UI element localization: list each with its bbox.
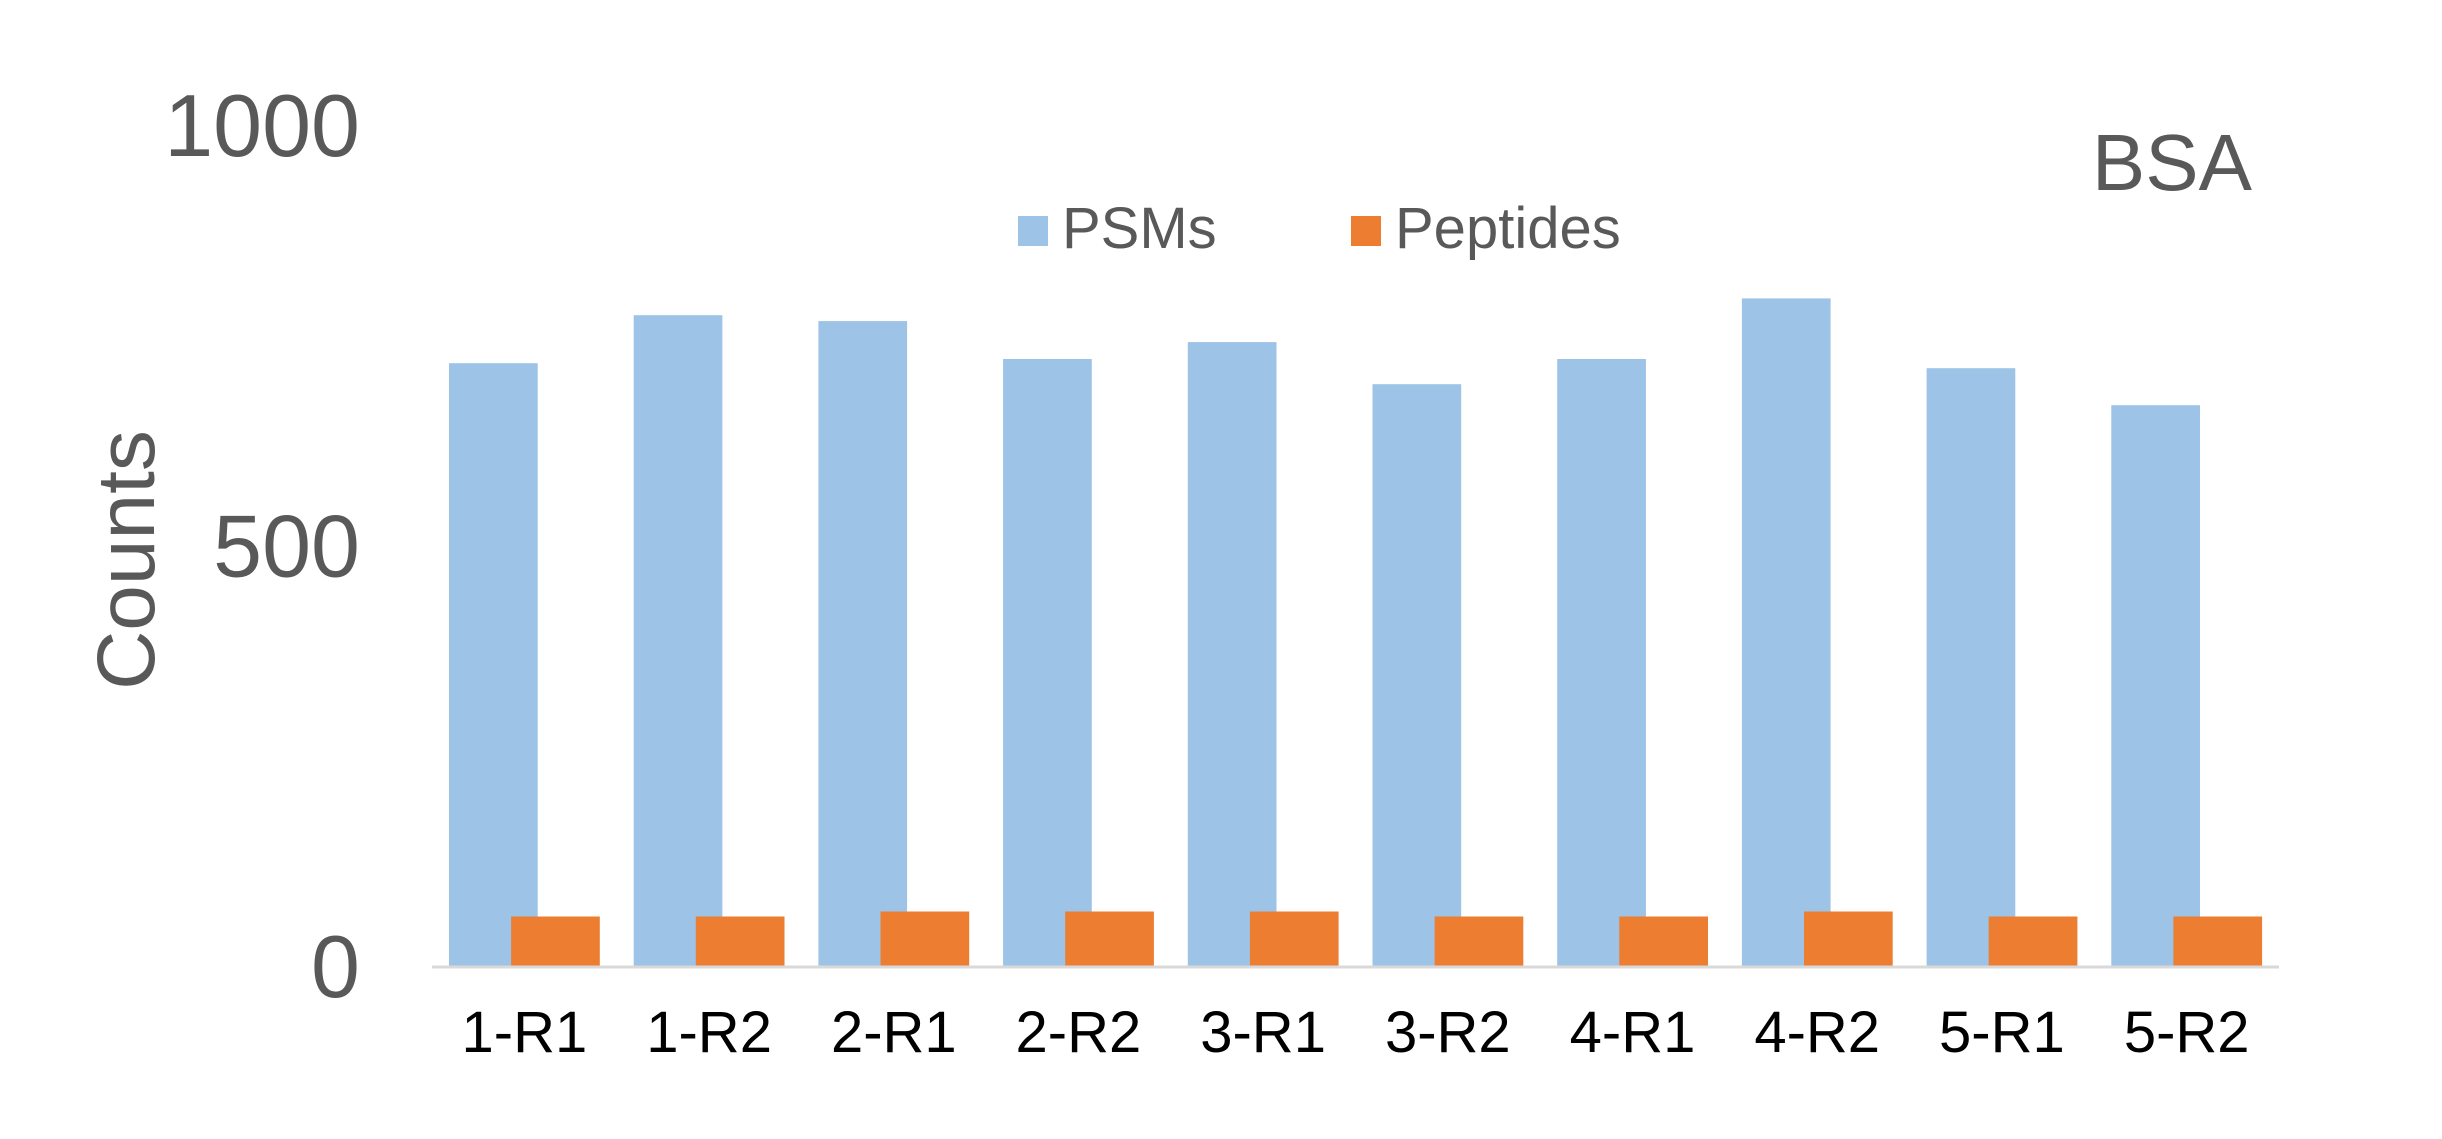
x-tick-label: 4-R1 bbox=[1570, 1000, 1696, 1065]
legend-label-psms: PSMs bbox=[1062, 196, 1217, 261]
bar-peptides-5-r2 bbox=[2173, 916, 2263, 967]
bar-psms-5-r1 bbox=[1926, 368, 2016, 967]
x-tick-label: 1-R2 bbox=[646, 1000, 772, 1065]
bar-peptides-1-r2 bbox=[695, 916, 785, 967]
bar-psms-2-r2 bbox=[1003, 359, 1092, 967]
x-tick-label: 5-R2 bbox=[2124, 1000, 2250, 1065]
y-tick-label: 500 bbox=[213, 497, 360, 596]
bar-peptides-2-r1 bbox=[880, 911, 970, 967]
x-tick-label: 1-R1 bbox=[462, 1000, 588, 1065]
bar-peptides-5-r1 bbox=[1988, 916, 2078, 967]
bar-psms-1-r1 bbox=[449, 363, 538, 967]
bars-group bbox=[449, 298, 2263, 968]
legend-swatch-psms bbox=[1018, 216, 1048, 246]
chart-annotation: BSA bbox=[2092, 118, 2253, 207]
bar-psms-5-r2 bbox=[2111, 405, 2200, 967]
bar-peptides-3-r1 bbox=[1249, 911, 1339, 967]
bar-peptides-4-r1 bbox=[1619, 916, 1708, 967]
bar-peptides-1-r1 bbox=[511, 916, 600, 967]
bar-psms-1-r2 bbox=[633, 315, 723, 967]
x-tick-label: 3-R1 bbox=[1200, 1000, 1326, 1065]
legend: PSMs Peptides bbox=[1018, 196, 1621, 261]
legend-swatch-peptides bbox=[1351, 216, 1381, 246]
bar-peptides-3-r2 bbox=[1434, 916, 1524, 967]
bar-psms-2-r1 bbox=[818, 321, 908, 968]
bar-psms-4-r2 bbox=[1741, 298, 1831, 967]
x-tick-label: 2-R1 bbox=[831, 1000, 957, 1065]
x-tick-label: 2-R2 bbox=[1016, 1000, 1142, 1065]
y-tick-label: 1000 bbox=[164, 76, 360, 175]
y-axis-ticks: 0 500 1000 bbox=[164, 76, 360, 1016]
y-axis-title: Counts bbox=[81, 430, 172, 690]
bar-psms-3-r1 bbox=[1187, 342, 1277, 968]
y-tick-label: 0 bbox=[311, 917, 360, 1016]
x-tick-label: 5-R1 bbox=[1939, 1000, 2065, 1065]
bar-peptides-2-r2 bbox=[1065, 911, 1154, 967]
x-axis-tick-labels: 1-R1 1-R2 2-R1 2-R2 3-R1 3-R2 4-R1 4-R2 5-R1 5-R2 bbox=[462, 1000, 2250, 1065]
x-tick-label: 4-R2 bbox=[1754, 1000, 1880, 1065]
bar-peptides-4-r2 bbox=[1804, 911, 1893, 967]
bar-psms-3-r2 bbox=[1372, 384, 1462, 967]
legend-label-peptides: Peptides bbox=[1395, 196, 1621, 261]
x-tick-label: 3-R2 bbox=[1385, 1000, 1511, 1065]
bar-psms-4-r1 bbox=[1557, 359, 1646, 967]
